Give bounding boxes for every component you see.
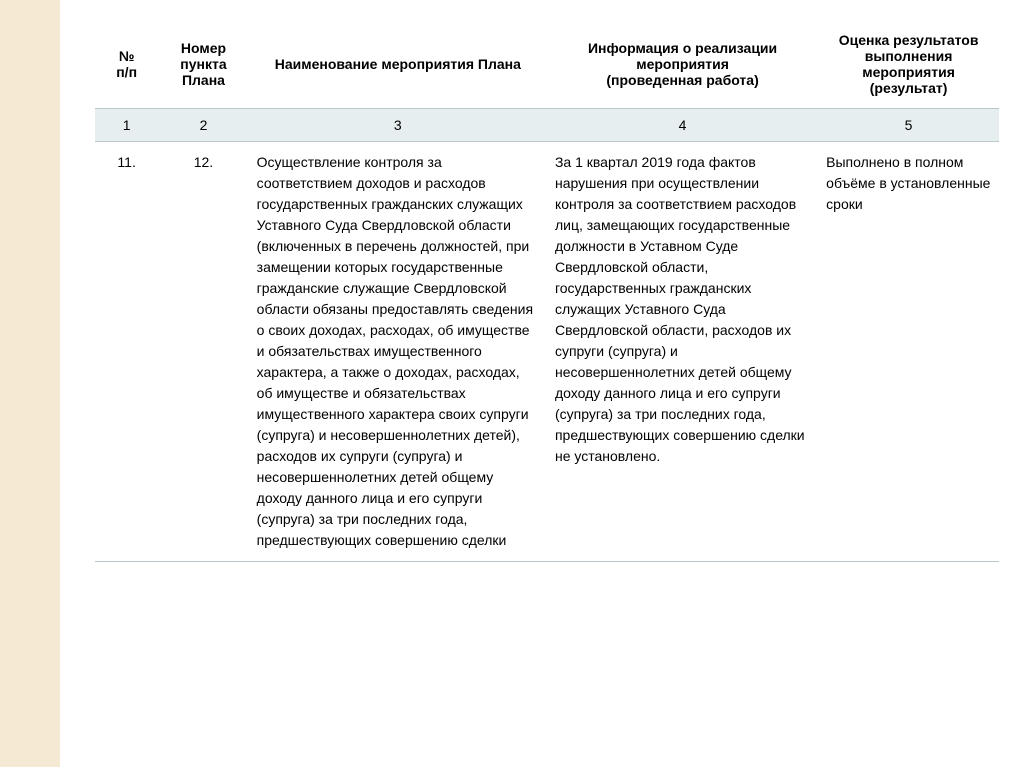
col-header-plan-num: Номер пункта Плана xyxy=(158,20,248,109)
cell-plan-num: 12. xyxy=(158,142,248,562)
cell-info: За 1 квартал 2019 года фактов нарушения … xyxy=(547,142,818,562)
col-number: 1 xyxy=(95,109,158,142)
cell-event-name: Осуществление контроля за соответствием … xyxy=(249,142,547,562)
col-header-num: №п/п xyxy=(95,20,158,109)
plan-table: №п/п Номер пункта Плана Наименование мер… xyxy=(95,20,999,562)
col-header-result: Оценка результатов выполнения мероприяти… xyxy=(818,20,999,109)
col-header-label: Оценка результатов выполнения мероприяти… xyxy=(839,32,979,96)
col-number: 3 xyxy=(249,109,547,142)
table-header-row: №п/п Номер пункта Плана Наименование мер… xyxy=(95,20,999,109)
document-content: №п/п Номер пункта Плана Наименование мер… xyxy=(60,0,1024,767)
col-number: 4 xyxy=(547,109,818,142)
column-number-row: 1 2 3 4 5 xyxy=(95,109,999,142)
cell-row-num: 11. xyxy=(95,142,158,562)
table-bottom-border xyxy=(95,562,999,563)
decorative-left-stripe xyxy=(0,0,60,767)
col-header-event-name: Наименование мероприятия Плана xyxy=(249,20,547,109)
col-header-label: Номер пункта Плана xyxy=(180,40,226,88)
col-header-label: Информация о реализации мероприятия(пров… xyxy=(588,40,777,88)
col-number: 5 xyxy=(818,109,999,142)
col-header-label: Наименование мероприятия Плана xyxy=(275,56,521,72)
col-header-label: №п/п xyxy=(116,48,137,80)
cell-result: Выполнено в полном объёме в установленны… xyxy=(818,142,999,562)
table-row: 11. 12. Осуществление контроля за соотве… xyxy=(95,142,999,562)
col-number: 2 xyxy=(158,109,248,142)
col-header-info: Информация о реализации мероприятия(пров… xyxy=(547,20,818,109)
